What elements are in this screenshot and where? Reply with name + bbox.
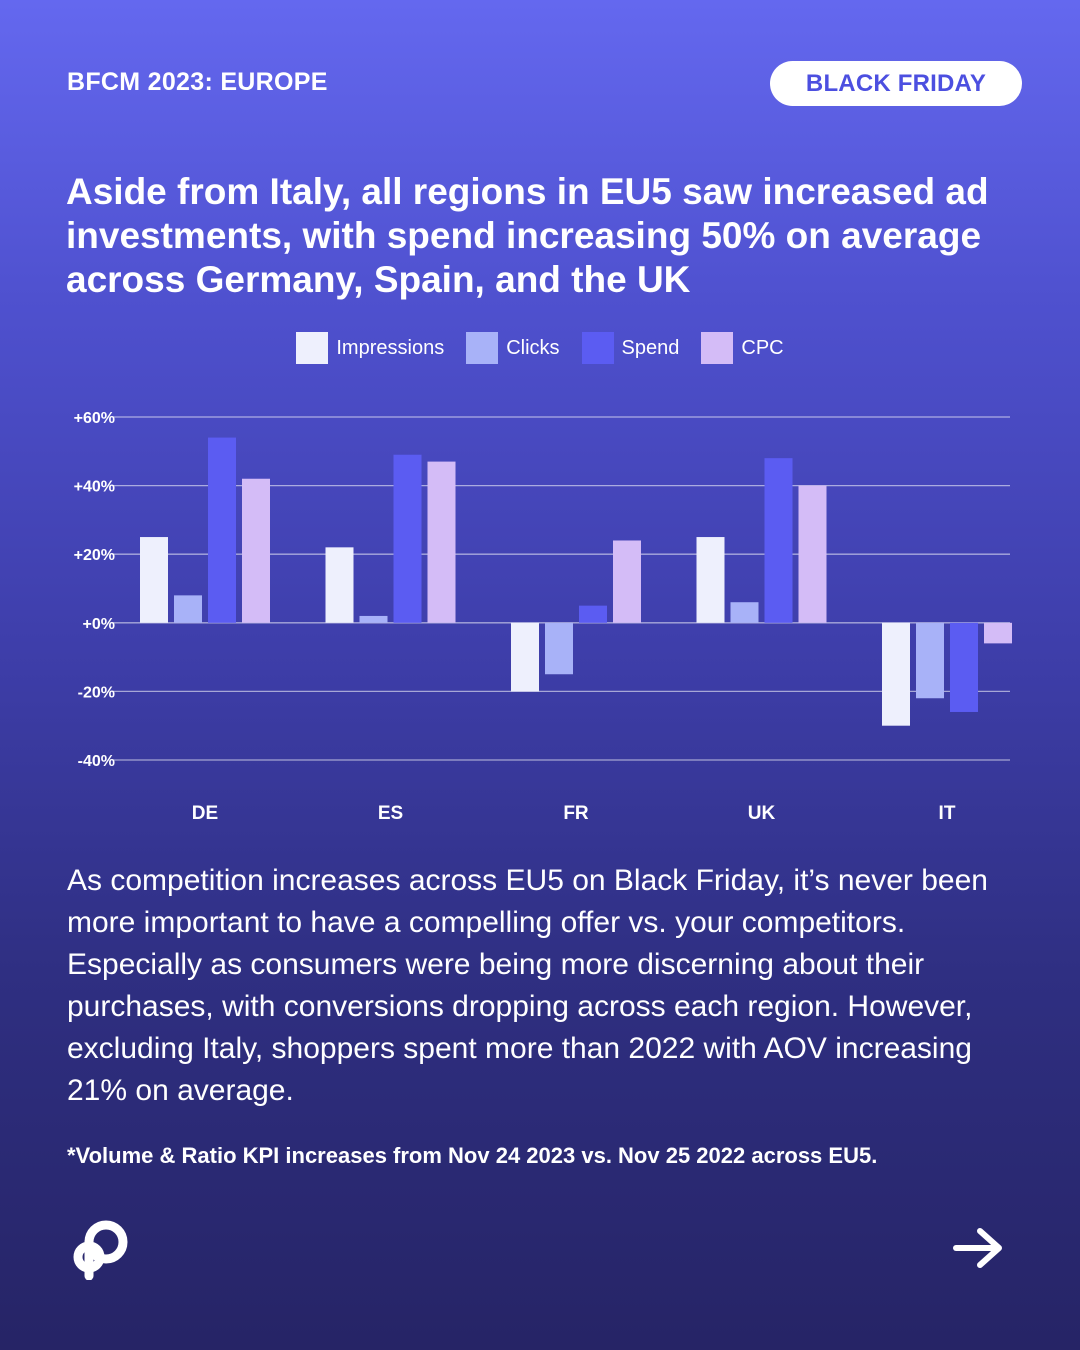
x-tick-label-uk: UK: [748, 803, 776, 824]
bar-chart: +60% +40% +20% +0% -20% -40% DE ES FR UK IT: [74, 410, 1012, 824]
black-friday-badge: BLACK FRIDAY: [770, 61, 1022, 106]
y-tick-label: -40%: [78, 753, 115, 770]
bar-clicks-fr: [545, 622, 573, 675]
x-tick-label-it: IT: [939, 803, 956, 824]
bar-spend-it: [950, 622, 978, 712]
kicker-label: BFCM 2023: EUROPE: [67, 68, 328, 96]
arrow-right-icon[interactable]: [952, 1226, 1006, 1275]
legend-item-spend: Spend: [581, 332, 680, 364]
bar-spend-fr: [579, 605, 607, 623]
x-tick-label-fr: FR: [563, 803, 589, 824]
x-tick-label-de: DE: [192, 803, 218, 824]
legend-item-impressions: Impressions: [296, 332, 444, 364]
bar-impressions-it: [882, 622, 910, 726]
y-tick-label: +40%: [74, 479, 115, 496]
y-tick-label: +0%: [83, 616, 115, 633]
legend-label-impressions: Impressions: [336, 336, 445, 359]
bar-cpc-fr: [613, 540, 641, 623]
legend-item-clicks: Clicks: [466, 332, 560, 364]
bar-cpc-de: [242, 478, 270, 623]
legend-swatch-impressions: [296, 332, 329, 364]
bar-clicks-it: [916, 622, 944, 699]
bar-impressions-de: [140, 537, 168, 623]
body-paragraph: As competition increases across EU5 on B…: [67, 864, 988, 1107]
bar-spend-de: [208, 437, 236, 623]
y-tick-label: +20%: [74, 547, 115, 564]
y-tick-label: -20%: [78, 684, 115, 701]
legend-swatch-cpc: [701, 332, 734, 364]
headline: Aside from Italy, all regions in EU5 saw…: [66, 171, 989, 300]
bar-clicks-uk: [730, 602, 759, 623]
chart-legend: Impressions Clicks Spend CPC: [0, 332, 1080, 364]
bar-clicks-es: [359, 615, 388, 623]
bar-impressions-es: [325, 547, 354, 623]
legend-item-cpc: CPC: [701, 332, 784, 364]
bar-impressions-uk: [696, 537, 725, 623]
bar-clicks-de: [174, 595, 202, 623]
x-tick-label-es: ES: [378, 803, 403, 824]
legend-swatch-spend: [581, 332, 614, 364]
bar-spend-uk: [764, 458, 793, 623]
bar-spend-es: [393, 454, 422, 623]
footnote: *Volume & Ratio KPI increases from Nov 2…: [67, 1143, 878, 1168]
bar-impressions-fr: [511, 622, 539, 692]
bar-cpc-uk: [798, 485, 827, 623]
legend-label-cpc: CPC: [741, 336, 784, 359]
legend-label-spend: Spend: [621, 336, 680, 359]
bar-cpc-es: [427, 461, 456, 623]
y-tick-label: +60%: [74, 410, 115, 427]
bar-cpc-it: [984, 622, 1012, 644]
legend-swatch-clicks: [466, 332, 499, 364]
brand-logo-icon: [68, 1218, 134, 1285]
legend-label-clicks: Clicks: [506, 336, 560, 359]
